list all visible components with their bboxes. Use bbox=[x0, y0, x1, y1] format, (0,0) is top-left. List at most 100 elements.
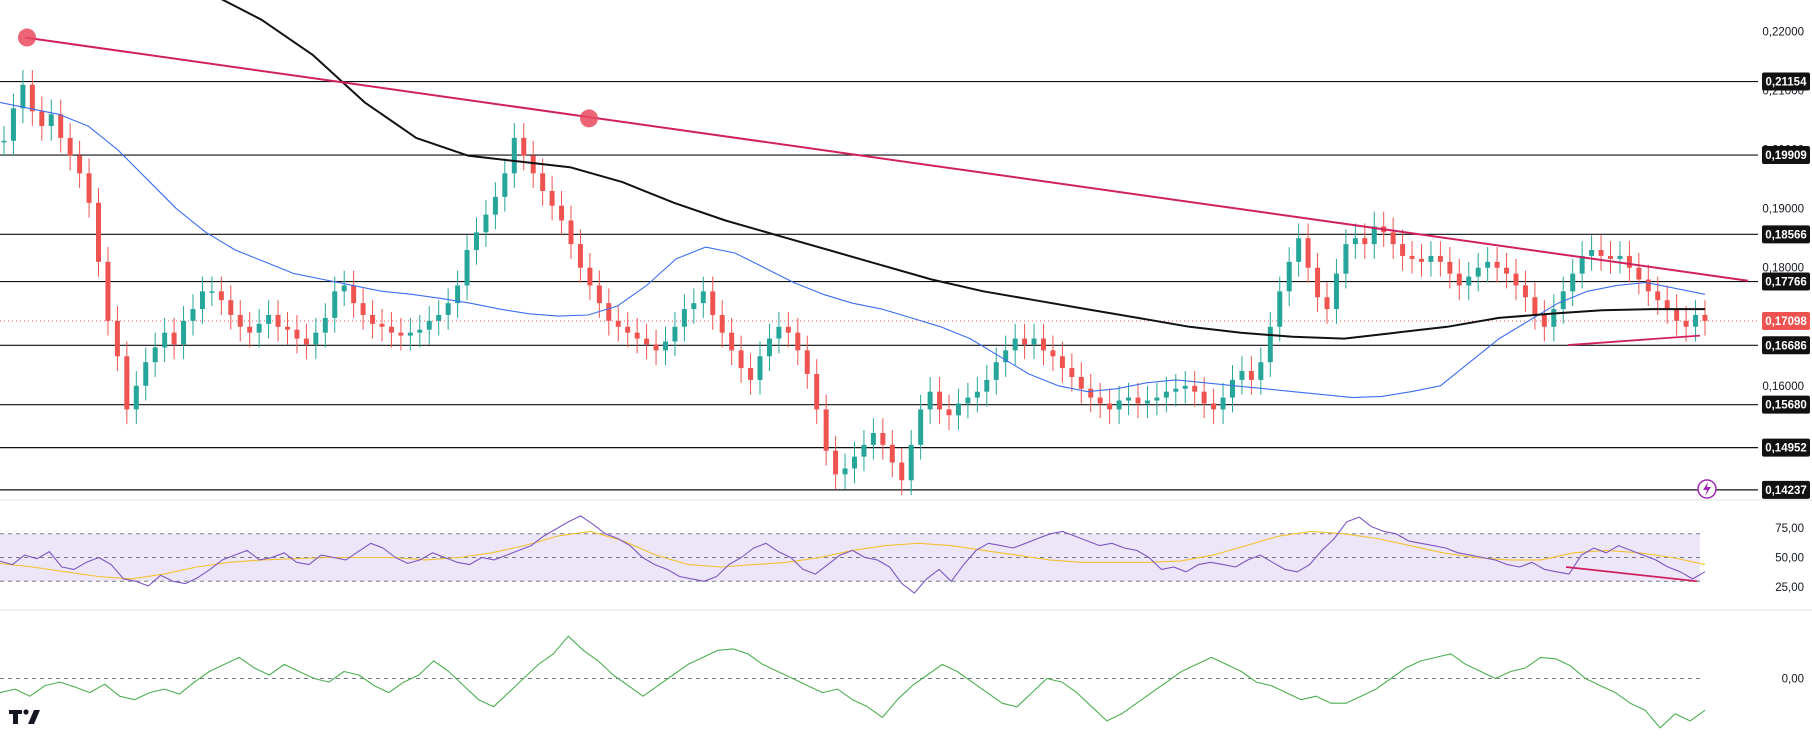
candle-body bbox=[1305, 238, 1311, 268]
candle-body bbox=[795, 332, 801, 351]
candle-body bbox=[710, 291, 716, 315]
candle-body bbox=[388, 326, 394, 333]
candle-body bbox=[1608, 255, 1613, 259]
candle-body bbox=[946, 409, 952, 416]
candle-body bbox=[937, 391, 943, 410]
candle-body bbox=[577, 244, 583, 268]
rsi-axis-tick: 50,00 bbox=[1775, 553, 1804, 565]
candle-body bbox=[965, 397, 971, 404]
candle-body bbox=[1560, 291, 1566, 310]
oscillator-line bbox=[0, 635, 1706, 729]
ma-black-line bbox=[221, 0, 1705, 340]
candle-body bbox=[606, 303, 612, 321]
level-label-box bbox=[1762, 395, 1810, 414]
price-axis-tick: 0,16000 bbox=[1762, 381, 1804, 393]
candle-body bbox=[1163, 391, 1169, 398]
candle-body bbox=[1220, 397, 1226, 410]
candle-body bbox=[1371, 226, 1377, 245]
candle-body bbox=[322, 317, 328, 333]
candle-body bbox=[1144, 400, 1150, 404]
candle-body bbox=[313, 332, 319, 345]
candle-body bbox=[407, 332, 413, 336]
candle-body bbox=[653, 344, 659, 351]
candle-body bbox=[228, 300, 234, 315]
tradingview-logo[interactable] bbox=[8, 707, 42, 725]
candle-body bbox=[1248, 371, 1254, 380]
candle-body bbox=[691, 303, 697, 310]
candle-body bbox=[785, 326, 791, 333]
candle-body bbox=[341, 285, 347, 292]
candle-body bbox=[870, 433, 876, 445]
candle-body bbox=[1182, 385, 1188, 389]
candle-body bbox=[1683, 320, 1689, 327]
candle-body bbox=[445, 303, 451, 315]
rsi-divergence-trendline bbox=[1565, 566, 1698, 583]
price-panel[interactable] bbox=[0, 0, 1758, 495]
candle-body bbox=[1296, 238, 1302, 262]
candle-body bbox=[1504, 267, 1510, 274]
candle-body bbox=[1059, 356, 1065, 369]
candle-body bbox=[351, 285, 357, 304]
candle-body bbox=[275, 314, 281, 327]
candle-body bbox=[436, 314, 442, 321]
candle-body bbox=[984, 379, 990, 392]
candle-body bbox=[77, 155, 83, 174]
candle-body bbox=[644, 338, 650, 345]
candle-body bbox=[568, 220, 574, 245]
candle-body bbox=[1097, 397, 1103, 404]
candle-body bbox=[861, 444, 867, 457]
candle-body bbox=[719, 314, 725, 333]
candle-body bbox=[729, 332, 735, 351]
candle-body bbox=[256, 323, 262, 333]
level-label: 0,16686 bbox=[1765, 340, 1807, 352]
level-label-box bbox=[1762, 438, 1810, 457]
candle-body bbox=[171, 332, 177, 345]
candle-body bbox=[1617, 255, 1623, 259]
candle-body bbox=[993, 362, 999, 380]
candle-body bbox=[1201, 391, 1207, 404]
candle-body bbox=[1645, 279, 1651, 292]
candle-body bbox=[1702, 314, 1708, 321]
candle-body bbox=[114, 320, 120, 357]
candle-body bbox=[1, 140, 7, 143]
candle-body bbox=[596, 285, 602, 304]
candle-body bbox=[540, 173, 546, 191]
candle-body bbox=[1551, 309, 1557, 327]
rsi-axis-tick: 25,00 bbox=[1775, 582, 1804, 594]
price-axis[interactable]: 0,220000,210000,200000,190000,180000,160… bbox=[1762, 27, 1810, 686]
oscillator-panel[interactable] bbox=[0, 635, 1706, 729]
candle-body bbox=[1069, 368, 1075, 377]
candle-body bbox=[1126, 397, 1132, 401]
level-label-box bbox=[1762, 480, 1810, 499]
candle-body bbox=[852, 456, 857, 469]
candle-body bbox=[1031, 338, 1037, 345]
candle-body bbox=[48, 114, 54, 127]
candle-body bbox=[58, 114, 64, 138]
candle-body bbox=[842, 468, 848, 475]
candle-body bbox=[1693, 314, 1699, 327]
candle-body bbox=[1258, 362, 1264, 380]
candle-body bbox=[833, 450, 839, 475]
candle-body bbox=[880, 433, 886, 445]
level-label: 0,21154 bbox=[1766, 77, 1808, 89]
candle-body bbox=[209, 291, 215, 293]
candle-body bbox=[511, 137, 517, 174]
candle-body bbox=[823, 409, 829, 451]
candle-body bbox=[1466, 276, 1472, 286]
current-price-label: 0,17098 bbox=[1765, 316, 1807, 328]
candle-body bbox=[1626, 255, 1632, 268]
candle-body bbox=[1475, 267, 1481, 277]
price-axis-tick: 0,19000 bbox=[1762, 204, 1804, 216]
candle-body bbox=[379, 323, 385, 327]
candle-body bbox=[483, 214, 489, 233]
candle-body bbox=[549, 190, 555, 206]
candle-body bbox=[39, 111, 45, 127]
rsi-panel[interactable] bbox=[0, 515, 1706, 594]
candle-body bbox=[218, 291, 224, 301]
candle-body bbox=[360, 303, 366, 315]
level-label: 0,14952 bbox=[1765, 443, 1807, 455]
candle-body bbox=[464, 250, 470, 286]
candle-body bbox=[1324, 297, 1330, 310]
candle-body bbox=[1437, 255, 1443, 262]
candle-body bbox=[1522, 285, 1528, 298]
